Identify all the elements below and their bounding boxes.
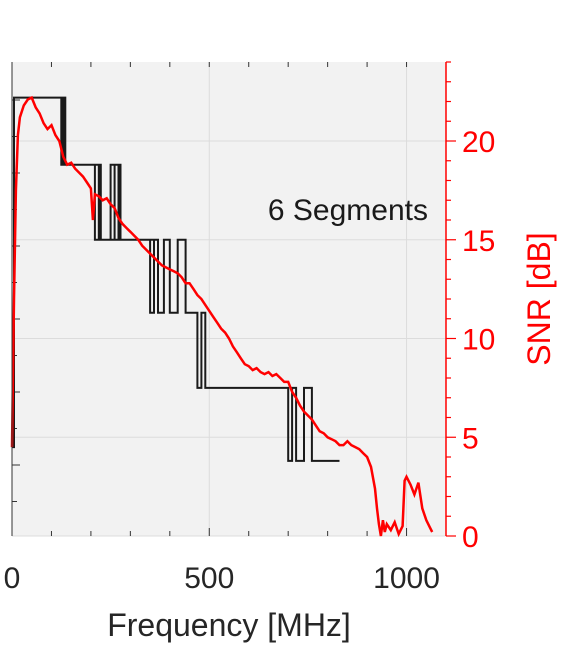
x-tick-label-0: 0 bbox=[4, 562, 21, 595]
right-y-tick-labels: 0 5 10 15 20 bbox=[462, 126, 495, 554]
plot-area bbox=[12, 62, 446, 536]
right-y-axis-label: SNR [dB] bbox=[521, 232, 557, 365]
segments-annotation: 6 Segments bbox=[268, 194, 428, 227]
segments-series-line bbox=[12, 96, 340, 462]
y-tick-label-4: 20 bbox=[462, 126, 495, 159]
x-tick-labels: 0 500 1000 bbox=[4, 562, 440, 595]
snr-series-line bbox=[10, 95, 434, 538]
y-tick-label-1: 5 bbox=[462, 422, 479, 455]
x-tick-label-1: 500 bbox=[184, 562, 234, 595]
y-tick-label-2: 10 bbox=[462, 324, 495, 357]
x-tick-label-2: 1000 bbox=[373, 562, 440, 595]
y-tick-label-0: 0 bbox=[462, 521, 479, 554]
x-axis-label: Frequency [MHz] bbox=[107, 607, 351, 643]
right-axis-ticks bbox=[446, 61, 456, 537]
y-tick-label-3: 15 bbox=[462, 225, 495, 258]
